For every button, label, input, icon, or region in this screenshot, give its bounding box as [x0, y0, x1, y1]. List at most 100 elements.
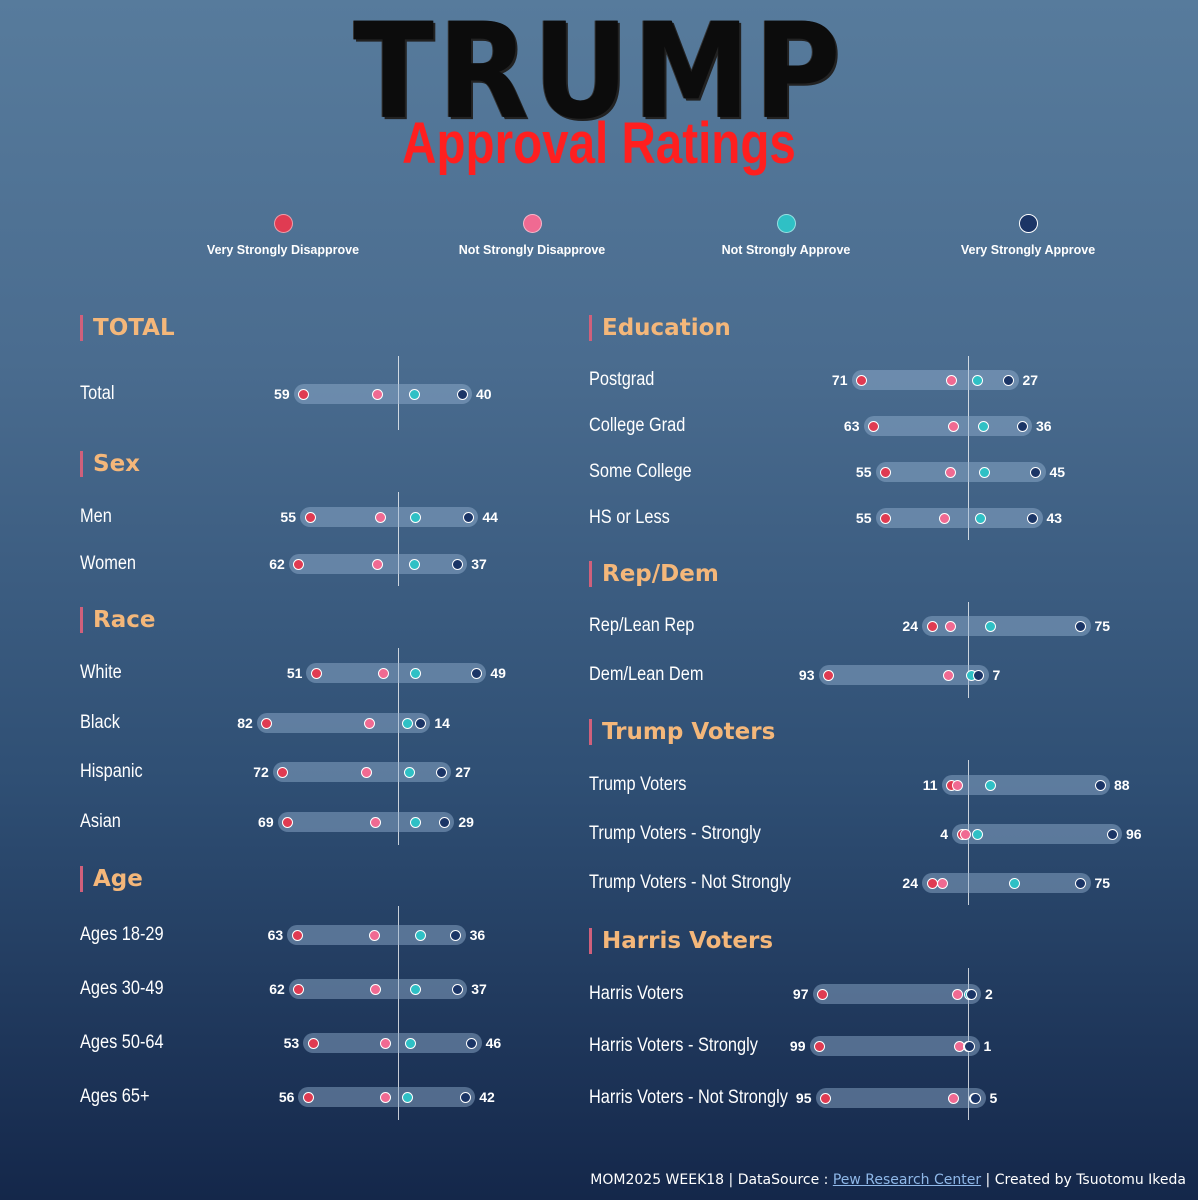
footer: MOM2025 WEEK18 | DataSource : Pew Resear…	[590, 1172, 1186, 1188]
disapprove-value: 55	[855, 464, 872, 480]
not-strongly-disapprove-dot	[374, 511, 386, 523]
not-strongly-approve-dot	[403, 766, 415, 778]
very-strongly-approve-dot	[438, 816, 450, 828]
very-strongly-approve-dot	[1106, 828, 1118, 840]
section-title: TOTAL	[80, 315, 175, 341]
section-title: Rep/Dem	[589, 561, 719, 587]
not-strongly-disapprove-dot	[938, 512, 950, 524]
not-strongly-disapprove-dot	[943, 669, 954, 681]
disapprove-value: 72	[253, 764, 269, 780]
not-strongly-disapprove-dot	[371, 388, 383, 400]
not-strongly-approve-dot	[402, 717, 414, 729]
very-strongly-approve-dot	[450, 929, 462, 941]
legend-marker-icon	[1018, 214, 1038, 233]
approve-value: 36	[1036, 418, 1052, 434]
approve-value: 5	[989, 1090, 998, 1106]
not-strongly-approve-dot	[408, 558, 420, 570]
approve-value: 46	[485, 1035, 502, 1051]
very-strongly-disapprove-dot	[291, 929, 303, 941]
not-strongly-disapprove-dot	[952, 779, 963, 791]
very-strongly-approve-dot	[1094, 779, 1106, 791]
range-bar	[303, 1033, 482, 1053]
very-strongly-approve-dot	[462, 511, 474, 523]
approve-value: 43	[1046, 510, 1063, 526]
not-strongly-disapprove-dot	[360, 766, 372, 778]
not-strongly-disapprove-dot	[379, 1037, 391, 1049]
disapprove-value: 93	[798, 667, 815, 683]
center-reference-line	[398, 356, 399, 430]
not-strongly-disapprove-dot	[944, 620, 956, 632]
center-reference-line	[968, 356, 969, 540]
disapprove-value: 63	[267, 927, 284, 943]
row-label: Black	[80, 712, 120, 733]
range-bar	[277, 812, 455, 832]
approve-value: 37	[471, 981, 487, 997]
very-strongly-approve-dot	[1030, 466, 1041, 478]
disapprove-value: 11	[922, 777, 938, 793]
disapprove-value: 56	[278, 1089, 295, 1105]
disapprove-value: 55	[280, 509, 296, 525]
not-strongly-approve-dot	[410, 816, 422, 828]
section-title: Race	[80, 607, 155, 633]
range-bar	[941, 775, 1110, 795]
row-label: HS or Less	[589, 507, 670, 528]
legend-label: Not Strongly Approve	[721, 243, 851, 257]
approve-value: 75	[1094, 618, 1111, 634]
very-strongly-approve-dot	[459, 1091, 471, 1103]
not-strongly-approve-dot	[977, 420, 989, 432]
row-label: Ages 65+	[80, 1086, 150, 1107]
not-strongly-approve-dot	[402, 1091, 414, 1103]
very-strongly-approve-dot	[466, 1037, 478, 1049]
not-strongly-approve-dot	[410, 983, 422, 995]
disapprove-value: 59	[274, 386, 290, 402]
range-bar	[922, 616, 1091, 636]
approve-value: 96	[1126, 826, 1142, 842]
data-source-link[interactable]: Pew Research Center	[832, 1172, 982, 1188]
row-label: Trump Voters - Strongly	[589, 823, 761, 844]
disapprove-value: 51	[286, 665, 303, 681]
approve-value: 49	[490, 665, 506, 681]
very-strongly-disapprove-dot	[261, 717, 273, 729]
footer-credit: | Created by Tsuotomu Ikeda	[985, 1172, 1186, 1188]
approve-value: 42	[479, 1089, 495, 1105]
approve-value: 1	[983, 1038, 992, 1054]
title-approval-ratings: Approval Ratings	[402, 111, 796, 176]
not-strongly-disapprove-dot	[379, 1091, 391, 1103]
very-strongly-disapprove-dot	[302, 1091, 314, 1103]
row-label: Trump Voters	[589, 774, 687, 795]
approve-value: 27	[1022, 372, 1039, 388]
not-strongly-disapprove-dot	[959, 828, 971, 840]
disapprove-value: 97	[792, 986, 809, 1002]
not-strongly-approve-dot	[410, 511, 422, 523]
row-label: Hispanic	[80, 761, 143, 782]
very-strongly-disapprove-dot	[282, 816, 294, 828]
very-strongly-disapprove-dot	[880, 466, 891, 478]
disapprove-value: 24	[902, 875, 918, 891]
row-label: White	[80, 662, 122, 683]
row-label: Asian	[80, 811, 121, 832]
disapprove-value: 82	[237, 715, 253, 731]
row-label: Harris Voters	[589, 983, 684, 1004]
not-strongly-approve-dot	[971, 828, 983, 840]
row-label: Women	[80, 553, 137, 574]
not-strongly-approve-dot	[979, 466, 990, 478]
range-bar	[306, 663, 487, 683]
very-strongly-disapprove-dot	[298, 388, 310, 400]
approve-value: 14	[434, 715, 450, 731]
row-label: College Grad	[589, 415, 686, 436]
not-strongly-disapprove-dot	[946, 374, 957, 386]
row-label: Men	[80, 506, 112, 527]
not-strongly-approve-dot	[974, 512, 986, 524]
very-strongly-disapprove-dot	[293, 558, 305, 570]
row-label: Ages 30-49	[80, 978, 164, 999]
very-strongly-approve-dot	[1075, 620, 1086, 632]
not-strongly-disapprove-dot	[368, 929, 380, 941]
not-strongly-disapprove-dot	[363, 717, 375, 729]
very-strongly-disapprove-dot	[310, 667, 322, 679]
approve-value: 7	[992, 667, 1001, 683]
row-label: Rep/Lean Rep	[589, 615, 695, 636]
center-reference-line	[398, 648, 399, 845]
range-bar	[922, 873, 1091, 893]
not-strongly-approve-dot	[971, 374, 983, 386]
range-bar	[818, 665, 989, 685]
